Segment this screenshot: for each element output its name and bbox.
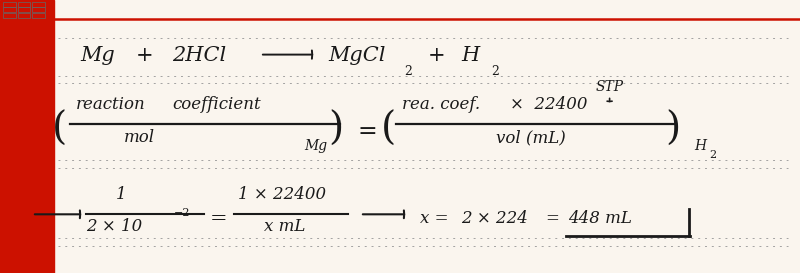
Text: ×  22400: × 22400 — [510, 96, 588, 113]
Bar — [18, 13, 30, 18]
Text: Mg: Mg — [304, 139, 327, 153]
Text: MgCl: MgCl — [328, 46, 386, 66]
Text: 1: 1 — [116, 186, 126, 203]
Text: H: H — [694, 139, 706, 153]
Text: STP: STP — [596, 81, 624, 94]
Bar — [3, 13, 16, 18]
Bar — [0, 0, 54, 273]
Text: H: H — [462, 46, 480, 66]
Text: Mg: Mg — [80, 46, 114, 66]
Bar — [32, 13, 45, 18]
Text: reaction: reaction — [76, 96, 146, 113]
Text: x mL: x mL — [264, 218, 306, 235]
Text: (: ( — [52, 111, 67, 148]
Bar — [18, 7, 30, 12]
Text: 1 × 22400: 1 × 22400 — [238, 186, 326, 203]
Text: 448 mL: 448 mL — [568, 210, 632, 227]
Text: 2: 2 — [404, 65, 412, 78]
Text: vol (mL): vol (mL) — [496, 129, 566, 146]
Text: x =: x = — [420, 210, 449, 227]
Text: 2: 2 — [491, 65, 499, 78]
Text: =: = — [358, 120, 378, 143]
Text: 2: 2 — [709, 150, 716, 160]
Text: 2HCl: 2HCl — [172, 46, 226, 66]
Bar — [32, 7, 45, 12]
Text: rea. coef.: rea. coef. — [402, 96, 480, 113]
Text: =: = — [546, 210, 559, 227]
Bar — [3, 2, 16, 7]
Text: coefficient: coefficient — [172, 96, 261, 113]
Text: 2 × 224: 2 × 224 — [461, 210, 528, 227]
Text: +: + — [428, 46, 446, 66]
Text: (: ( — [381, 111, 396, 148]
Bar — [18, 2, 30, 7]
Text: +: + — [136, 46, 154, 66]
Text: mol: mol — [124, 129, 155, 146]
Text: ): ) — [328, 111, 343, 148]
Text: 2 × 10: 2 × 10 — [86, 218, 142, 235]
Bar — [32, 2, 45, 7]
Text: =: = — [210, 209, 227, 228]
Text: −2: −2 — [174, 208, 190, 218]
Text: ): ) — [666, 111, 681, 148]
Bar — [3, 7, 16, 12]
